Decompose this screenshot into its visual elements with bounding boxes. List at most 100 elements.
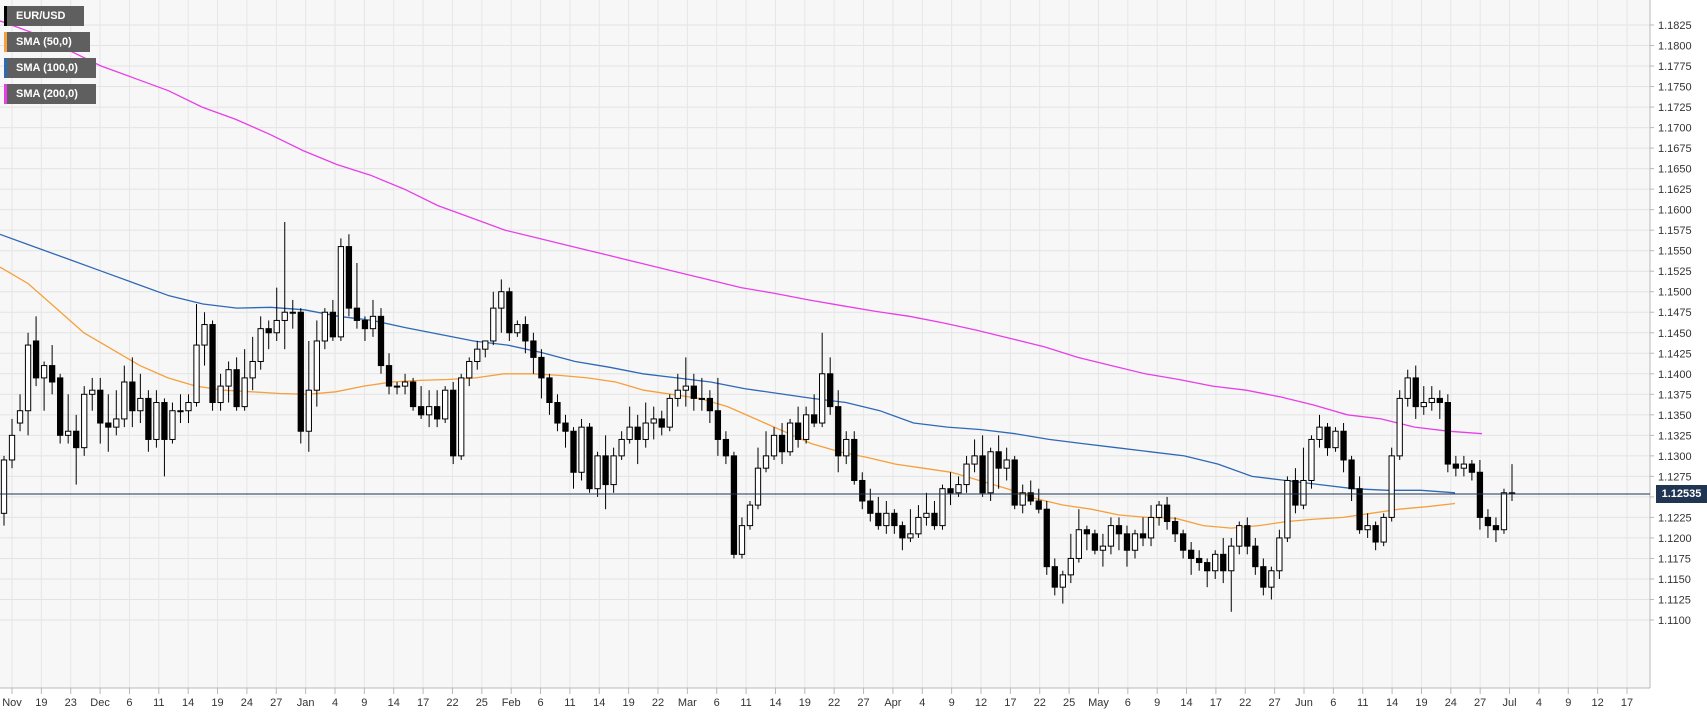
- candle-bearish: [1011, 459, 1018, 506]
- candle-bearish: [1444, 402, 1451, 465]
- candle-bearish: [794, 422, 802, 440]
- candle-bullish: [1019, 492, 1026, 506]
- candle-bearish: [417, 406, 425, 416]
- candles: [0, 221, 1516, 612]
- candle-bullish: [963, 463, 970, 486]
- x-tick-label: 19: [35, 697, 47, 709]
- candle-bearish: [899, 525, 906, 539]
- candle-bearish: [835, 406, 842, 457]
- y-tick-label: 1.1200: [1658, 533, 1692, 545]
- candle-bearish: [1468, 463, 1476, 473]
- candle-bearish: [867, 500, 874, 514]
- candle-bullish: [642, 422, 649, 440]
- candle-bullish: [337, 246, 345, 338]
- x-tick-label: 14: [388, 697, 400, 709]
- y-tick-label: 1.1300: [1658, 451, 1692, 463]
- candle-bearish: [979, 455, 986, 494]
- candle-bullish: [907, 533, 914, 539]
- candle-bearish: [570, 430, 577, 473]
- candle-bullish: [249, 360, 256, 379]
- x-tick-label: 25: [476, 697, 488, 709]
- candle-bullish: [1420, 402, 1427, 408]
- candle-bearish: [730, 455, 738, 555]
- x-tick-label: 11: [1357, 697, 1368, 709]
- candle-bullish: [971, 455, 978, 465]
- candle-bullish: [401, 381, 409, 387]
- y-tick-label: 1.1725: [1658, 102, 1692, 114]
- candle-bearish: [1171, 521, 1179, 535]
- candle-bearish: [1492, 525, 1500, 531]
- candle-bearish: [105, 422, 112, 428]
- y-tick-label: 1.1325: [1658, 430, 1692, 442]
- x-tick-label: 11: [564, 697, 575, 709]
- candle-bullish: [65, 430, 72, 436]
- x-tick-label: Mar: [678, 697, 697, 709]
- legend-swatch-eurusd: [4, 6, 7, 26]
- candle-bearish: [129, 381, 136, 412]
- x-tick-label: Jan: [297, 697, 315, 709]
- x-tick-label: 17: [1004, 697, 1016, 709]
- y-tick-label: 1.1575: [1658, 225, 1692, 237]
- legend-label-eurusd: EUR/USD: [16, 10, 66, 22]
- candle-bullish: [137, 397, 144, 412]
- candle-bearish: [57, 377, 64, 436]
- candle-bearish: [706, 397, 714, 412]
- x-tick-label: 4: [1536, 697, 1542, 709]
- candle-bearish: [995, 451, 1002, 469]
- candle-bearish: [1035, 500, 1042, 510]
- candle-bearish: [1340, 430, 1347, 461]
- y-tick-label: 1.1100: [1658, 615, 1691, 627]
- candle-bullish: [40, 365, 48, 379]
- candle-bullish: [1075, 529, 1082, 559]
- candle-bearish: [145, 397, 152, 440]
- x-tick-label: Apr: [884, 697, 901, 709]
- candle-bearish: [891, 512, 898, 527]
- candle-bullish: [698, 397, 705, 400]
- candle-bearish: [1252, 545, 1259, 568]
- candle-bullish: [666, 397, 673, 428]
- x-tick-label: 27: [1269, 697, 1281, 709]
- candle-bearish: [361, 319, 369, 330]
- legend-sma100: SMA (100,0): [4, 58, 96, 78]
- candle-bearish: [1412, 377, 1419, 408]
- sma-200-line: [0, 20, 1483, 435]
- x-tick-label: 14: [769, 697, 781, 709]
- x-tick-label: 22: [1034, 697, 1046, 709]
- candle-bullish: [474, 348, 481, 362]
- candle-bearish: [811, 414, 818, 424]
- candle-bullish: [610, 455, 617, 486]
- legend-swatch-sma50: [4, 32, 7, 52]
- candle-bearish: [1220, 553, 1227, 572]
- x-tick-label: 22: [446, 697, 458, 709]
- candle-bullish: [618, 438, 625, 457]
- candle-bearish: [1372, 525, 1379, 543]
- candle-bearish: [1188, 549, 1195, 559]
- x-tick-label: 14: [1386, 697, 1398, 709]
- x-tick-label: 22: [828, 697, 840, 709]
- candle-bearish: [554, 402, 561, 424]
- candle-bullish: [915, 516, 922, 535]
- candle-bearish: [1043, 508, 1050, 568]
- candle-bullish: [201, 324, 208, 346]
- x-tick-label: 17: [1210, 697, 1222, 709]
- x-tick-label: 27: [270, 697, 282, 709]
- legend-swatch-sma200: [4, 84, 7, 104]
- candle-bullish: [1059, 574, 1066, 588]
- x-tick-label: 14: [593, 697, 605, 709]
- candle-bullish: [1284, 479, 1291, 539]
- candle-bullish: [1003, 459, 1010, 469]
- x-tick-label: 9: [361, 697, 367, 709]
- candle-bullish: [1428, 397, 1435, 404]
- candle-bullish: [754, 467, 762, 506]
- candle-bullish: [1396, 397, 1403, 457]
- candle-bearish: [1027, 492, 1034, 502]
- candle-bullish: [923, 512, 930, 518]
- candle-bullish: [113, 418, 120, 428]
- candle-bullish: [425, 406, 433, 416]
- y-tick-label: 1.1275: [1658, 471, 1692, 483]
- candle-bearish: [1139, 533, 1147, 539]
- candle-bearish: [586, 426, 593, 490]
- x-tick-label: 22: [1239, 697, 1251, 709]
- candle-bearish: [690, 385, 697, 399]
- candle-bearish: [385, 365, 393, 387]
